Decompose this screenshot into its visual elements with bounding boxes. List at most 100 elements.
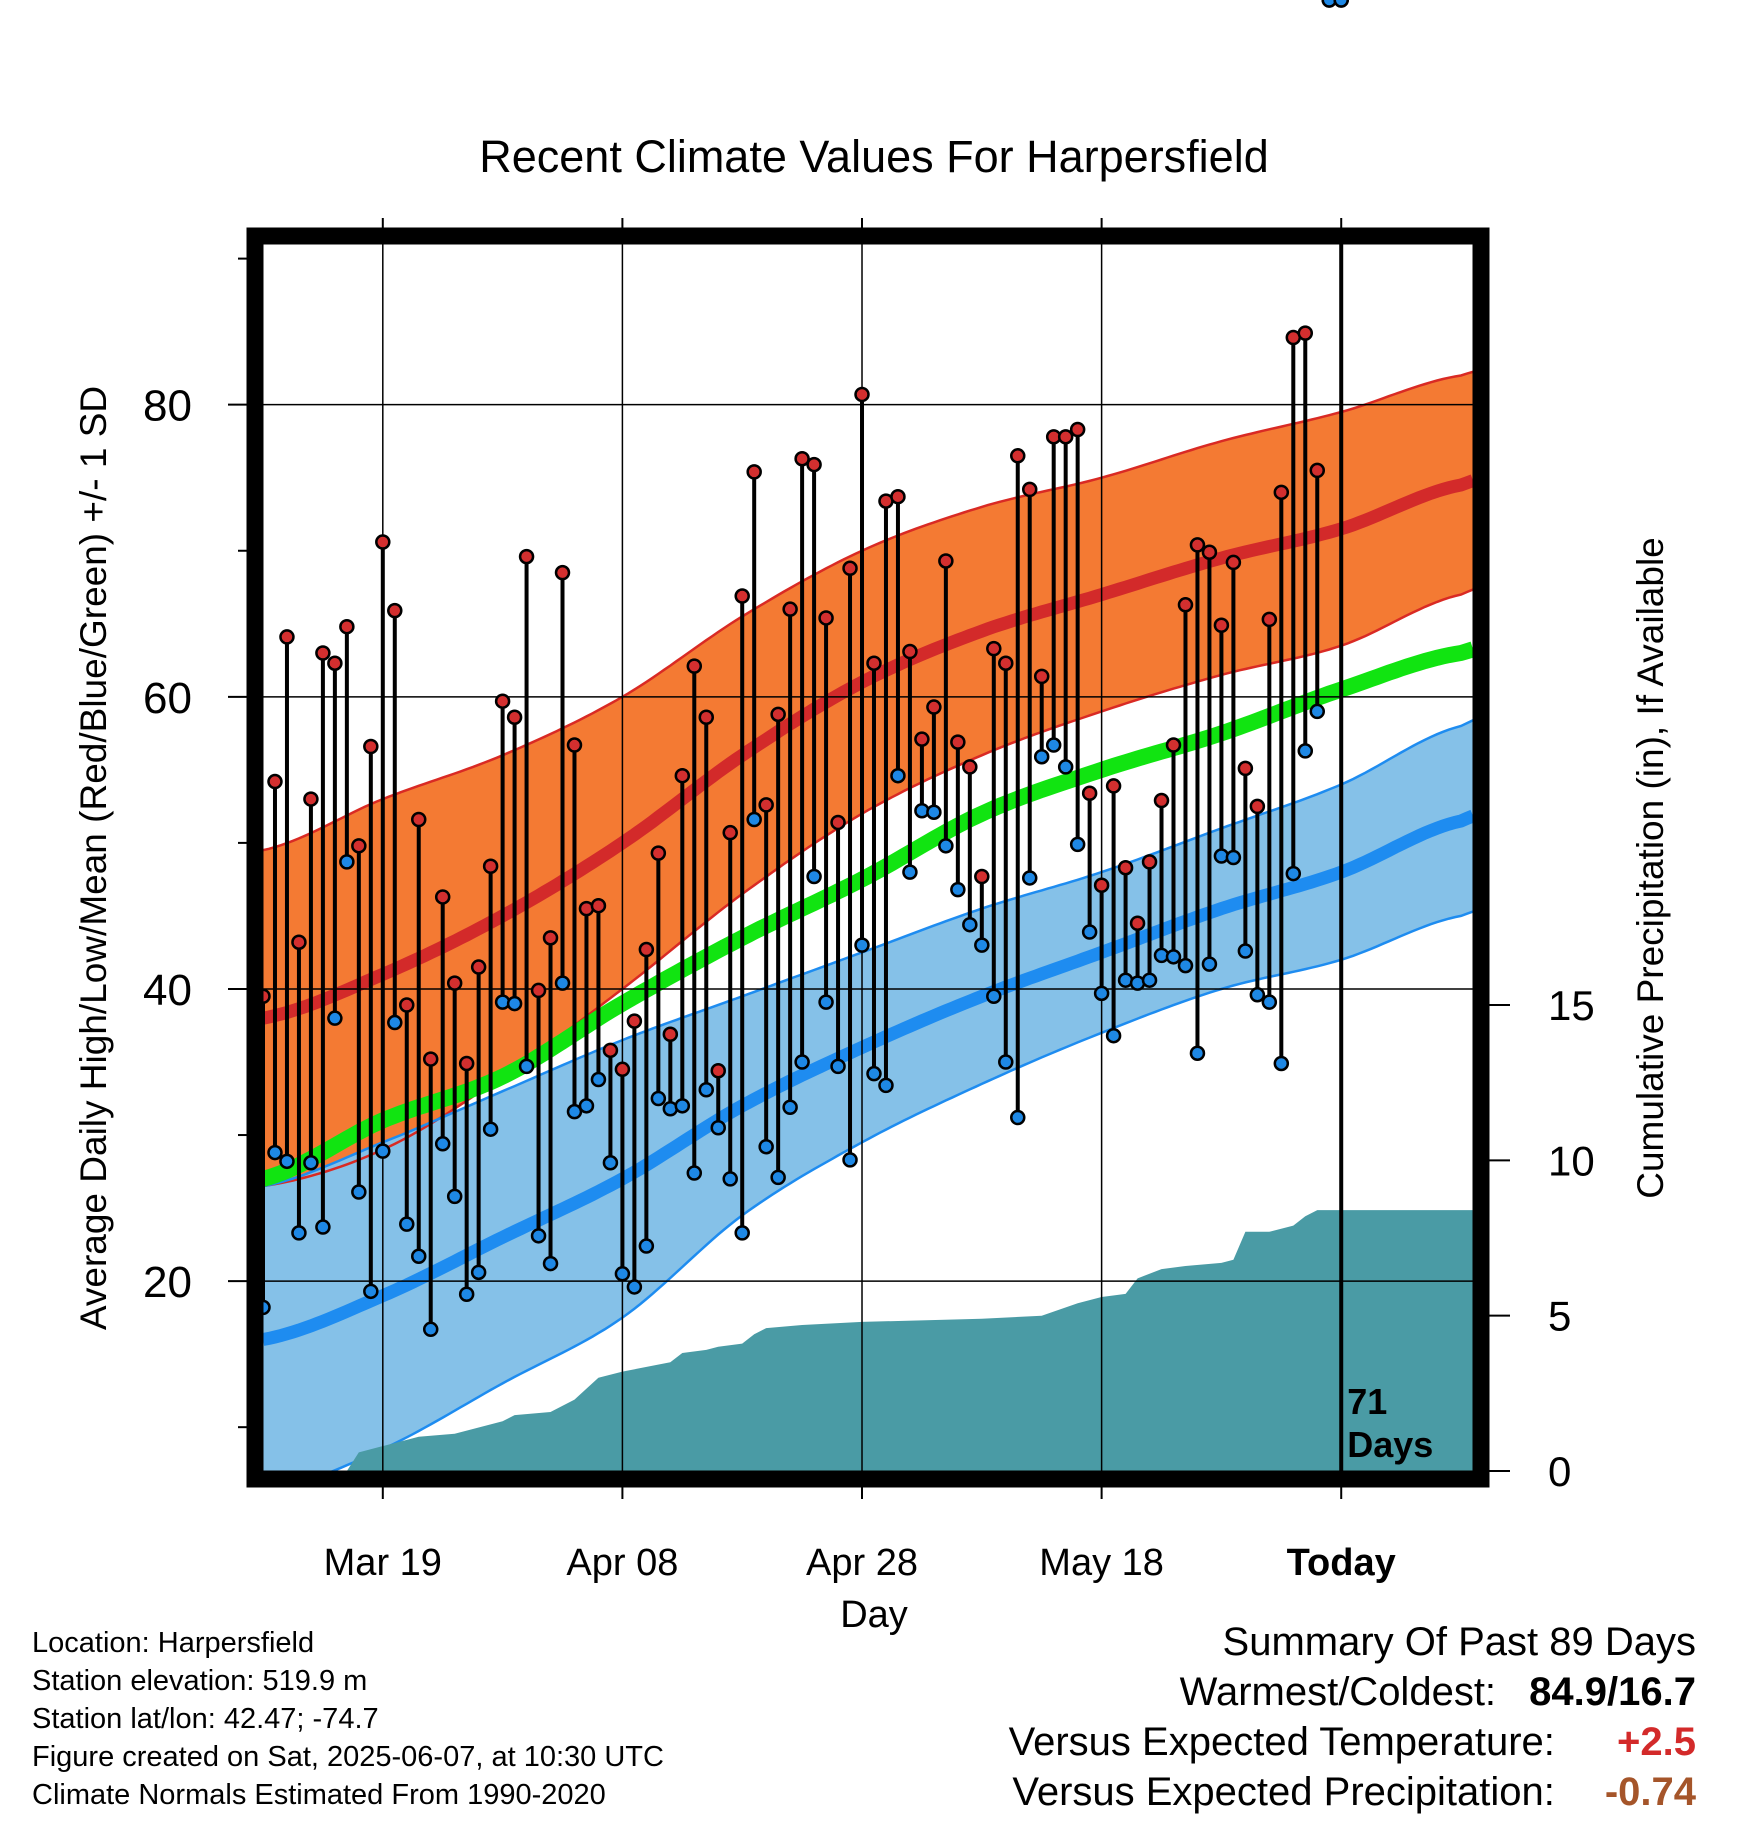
daily-high-point: [303, 791, 319, 807]
daily-low-point: [470, 1264, 487, 1281]
today-days-annotation: 71: [1347, 1381, 1387, 1422]
daily-low-point: [434, 1136, 451, 1152]
daily-low-point: [506, 995, 523, 1012]
daily-high-point: [926, 699, 942, 715]
daily-high-point: [986, 640, 1002, 657]
daily-high-point: [662, 1026, 679, 1042]
summary-warmest-row: Warmest/Coldest: 84.9/16.7: [876, 1667, 1696, 1717]
daily-low-point: [422, 1321, 439, 1338]
daily-low-point: [614, 1266, 631, 1282]
daily-low-point: [399, 1216, 415, 1232]
daily-low-point: [998, 1054, 1014, 1070]
daily-low-point: [339, 854, 355, 870]
daily-high-point: [1177, 597, 1194, 613]
daily-high-point: [363, 738, 379, 755]
y2-tick-label: 5: [1548, 1293, 1571, 1340]
daily-low-point: [626, 1279, 643, 1295]
axes: Mar 19 Apr 08 Apr 28 May 18 Today 20 40 60 80 0 5 1…: [143, 218, 1595, 1584]
daily-high-point: [998, 655, 1014, 671]
warmest-label: Warmest/Coldest:: [1179, 1670, 1497, 1714]
daily-low-point: [1333, 0, 1349, 8]
precip-label: Versus Expected Precipitation:: [1012, 1770, 1555, 1814]
daily-high-point: [698, 709, 715, 726]
daily-low-point: [279, 1153, 295, 1170]
daily-low-point: [1261, 994, 1278, 1010]
daily-high-point: [842, 560, 858, 577]
daily-high-point: [674, 767, 691, 784]
daily-high-point: [1141, 854, 1158, 870]
warmest-value: 84.9/16.7: [1529, 1670, 1696, 1714]
chart-title: Recent Climate Values For Harpersfield: [479, 131, 1268, 182]
daily-high-point: [974, 868, 990, 885]
daily-low-point: [806, 868, 822, 885]
daily-high-point: [1165, 737, 1182, 753]
daily-high-point: [1213, 617, 1230, 633]
daily-low-point: [291, 1225, 307, 1241]
daily-high-point: [614, 1061, 631, 1078]
daily-high-point: [399, 997, 415, 1013]
daily-low-point: [794, 1054, 810, 1070]
daily-high-point: [590, 897, 607, 914]
daily-low-point: [1093, 985, 1110, 1002]
location-text: Location: Harpersfield: [32, 1627, 315, 1659]
daily-high-point: [794, 450, 810, 467]
x-tick-label: Today: [1287, 1542, 1396, 1584]
daily-low-point: [770, 1169, 786, 1186]
daily-low-point: [902, 864, 918, 880]
x-tick-label: Apr 28: [806, 1542, 918, 1584]
daily-high-point: [1261, 611, 1278, 628]
daily-low-point: [878, 1077, 894, 1094]
daily-low-point: [458, 1286, 475, 1303]
daily-low-point: [854, 937, 870, 953]
daily-low-point: [1237, 943, 1254, 959]
daily-low-point: [1057, 759, 1074, 775]
daily-low-point: [303, 1155, 319, 1171]
daily-low-point: [482, 1121, 499, 1137]
daily-low-point: [554, 975, 571, 991]
daily-low-point: [1309, 703, 1326, 720]
daily-high-point: [1225, 554, 1242, 571]
daily-high-point: [458, 1055, 475, 1072]
daily-low-point: [1189, 1045, 1206, 1061]
daily-low-point: [1177, 957, 1194, 974]
daily-low-point: [351, 1184, 367, 1200]
daily-low-point: [446, 1188, 463, 1205]
daily-observations: [255, 0, 1349, 1338]
daily-low-point: [926, 804, 942, 820]
daily-low-point: [363, 1283, 379, 1300]
daily-high-point: [830, 814, 846, 831]
daily-high-point: [518, 548, 535, 565]
daily-high-point: [626, 1013, 643, 1029]
daily-low-point: [986, 988, 1002, 1005]
summary-panel: Summary Of Past 89 Days Warmest/Coldest:…: [876, 1617, 1696, 1817]
daily-high-point: [710, 1063, 726, 1079]
daily-high-point: [734, 588, 750, 604]
daily-low-point: [327, 1010, 343, 1026]
y-axis-label: Average Daily High/Low/Mean (Red/Blue/Gr…: [73, 386, 114, 1330]
daily-high-point: [470, 959, 487, 975]
daily-high-point: [638, 941, 655, 958]
daily-high-point: [267, 773, 283, 790]
daily-high-point: [279, 629, 295, 645]
daily-high-point: [938, 553, 954, 569]
daily-low-point: [267, 1144, 283, 1161]
daily-high-point: [446, 975, 463, 991]
daily-low-point: [387, 1014, 403, 1031]
daily-high-point: [650, 845, 667, 861]
daily-low-point: [722, 1171, 738, 1187]
daily-low-point: [1045, 737, 1062, 753]
precipitation-area: [263, 1210, 1473, 1471]
y-tick-label: 60: [143, 674, 192, 723]
daily-low-point: [1105, 1027, 1122, 1044]
daily-low-point: [686, 1165, 703, 1181]
daily-high-point: [506, 709, 523, 726]
daily-high-point: [770, 706, 786, 723]
daily-high-point: [1021, 481, 1038, 498]
daily-high-point: [1153, 792, 1170, 809]
daily-high-point: [1249, 798, 1266, 815]
daily-low-point: [710, 1119, 726, 1136]
daily-low-point: [1297, 743, 1314, 759]
daily-low-point: [1165, 949, 1182, 965]
daily-low-point: [890, 767, 906, 784]
